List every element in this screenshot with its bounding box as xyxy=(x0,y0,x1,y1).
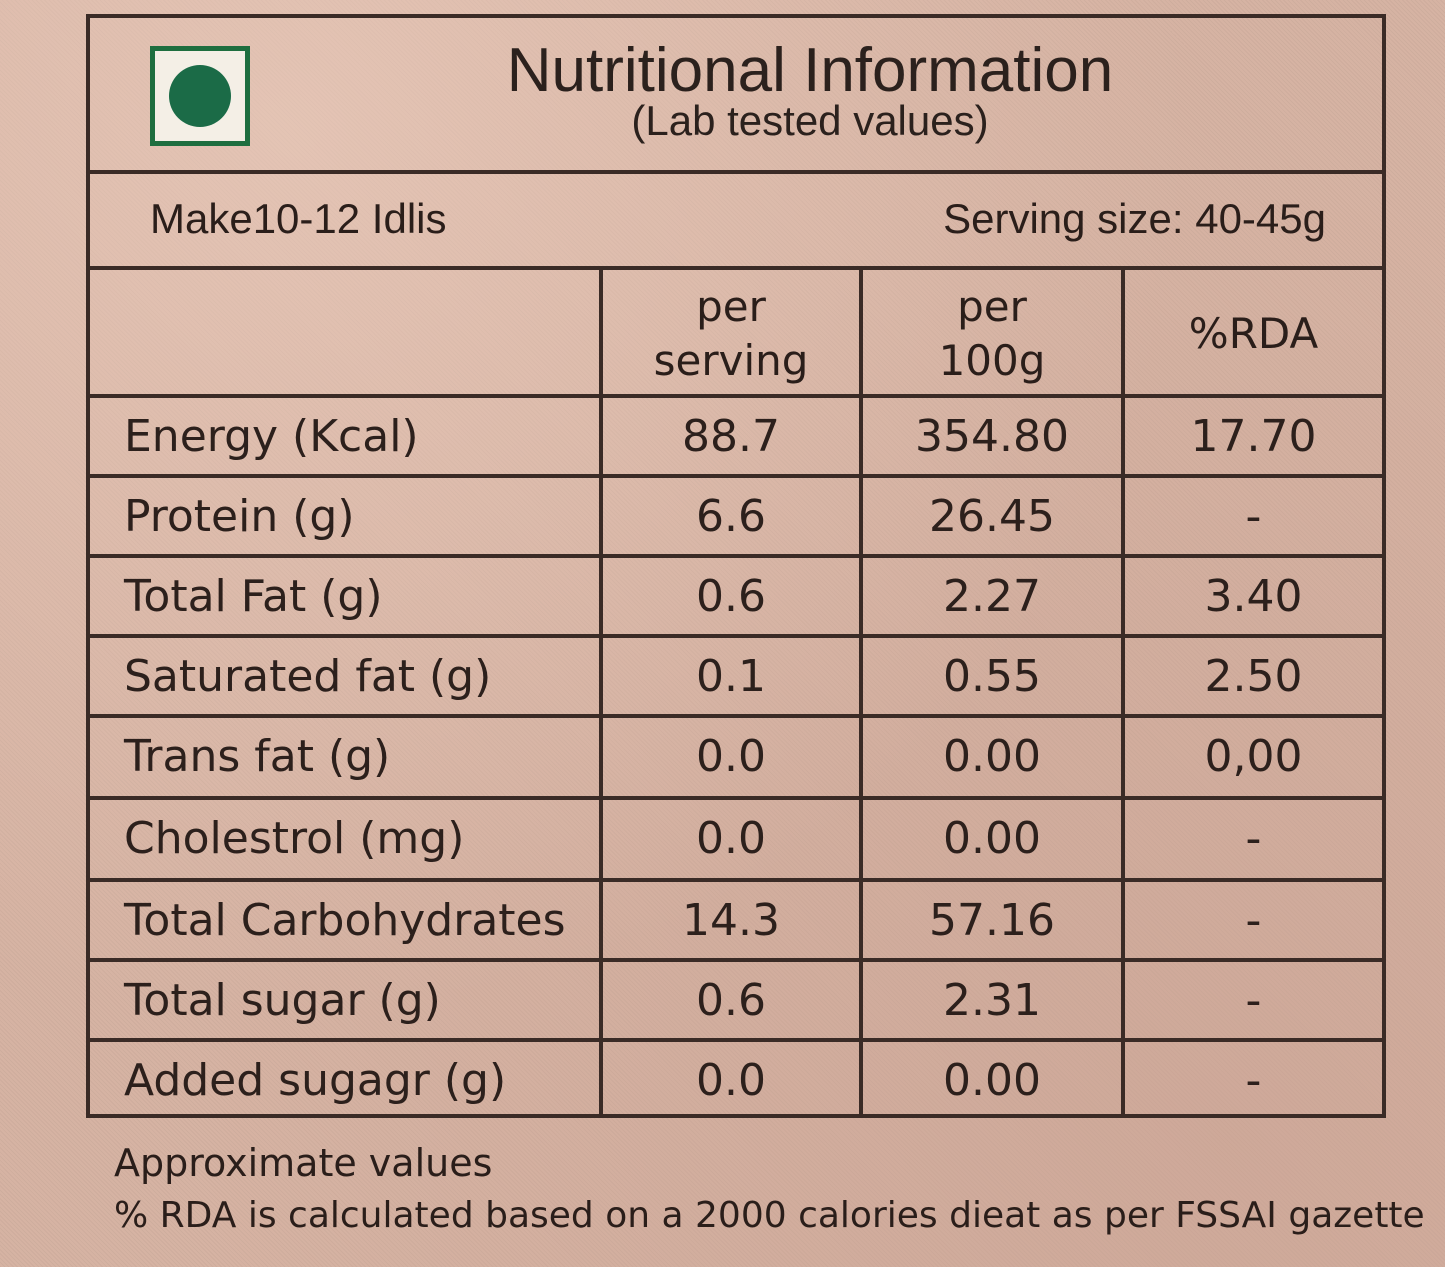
nutrition-table: Nutritional Information (Lab tested valu… xyxy=(86,14,1386,1118)
divider xyxy=(90,394,1382,398)
per-100g-value: 0.00 xyxy=(943,1055,1041,1106)
rda-value: 2.50 xyxy=(1204,651,1303,702)
column-header-per-serving: per serving xyxy=(653,282,809,385)
approximate-values-note: Approximate values xyxy=(114,1141,493,1185)
veg-mark-icon xyxy=(150,46,250,146)
column-divider xyxy=(859,270,863,1118)
column-divider xyxy=(1121,270,1125,1118)
table-row: Protein (g) 6.6 26.45 - xyxy=(90,478,1382,556)
per-serving-value: 14.3 xyxy=(682,895,780,946)
rda-value: - xyxy=(1245,1055,1262,1106)
per-serving-value: 0.1 xyxy=(696,651,766,702)
per-serving-value: 6.6 xyxy=(696,491,766,542)
table-subtitle: (Lab tested values) xyxy=(631,97,989,144)
nutrient-label: Added sugagr (g) xyxy=(124,1055,507,1106)
per-serving-value: 0.6 xyxy=(696,571,766,622)
divider xyxy=(90,796,1382,800)
table-row: Total Carbohydrates 14.3 57.16 - xyxy=(90,882,1382,960)
divider xyxy=(90,958,1382,962)
column-divider xyxy=(599,270,603,1118)
table-row: Cholestrol (mg) 0.0 0.00 - xyxy=(90,800,1382,878)
nutrient-label: Trans fat (g) xyxy=(124,731,391,782)
table-row: Saturated fat (g) 0.1 0.55 2.50 xyxy=(90,638,1382,716)
nutrient-label: Cholestrol (mg) xyxy=(124,813,465,864)
column-header-rda: %RDA xyxy=(1188,309,1319,358)
nutrient-label: Energy (Kcal) xyxy=(124,411,419,462)
divider xyxy=(90,878,1382,882)
nutrient-label: Saturated fat (g) xyxy=(124,651,492,702)
rda-value: - xyxy=(1245,895,1262,946)
serving-size-text: Serving size: 40-45g xyxy=(943,195,1326,242)
per-100g-value: 26.45 xyxy=(929,491,1055,542)
divider xyxy=(90,170,1382,174)
column-header-per-100g: per 100g xyxy=(938,282,1046,385)
divider xyxy=(90,1038,1382,1042)
yield-text: Make10-12 Idlis xyxy=(150,195,447,242)
rda-value: - xyxy=(1245,813,1262,864)
divider xyxy=(90,554,1382,558)
nutrient-label: Total Carbohydrates xyxy=(124,895,566,946)
divider xyxy=(90,474,1382,478)
divider xyxy=(90,634,1382,638)
per-100g-value: 0.00 xyxy=(943,813,1041,864)
per-serving-value: 0.0 xyxy=(696,731,766,782)
per-100g-value: 0.55 xyxy=(943,651,1041,702)
rda-footnote: % RDA is calculated based on a 2000 calo… xyxy=(114,1195,1425,1236)
per-100g-value: 0.00 xyxy=(943,731,1041,782)
table-row: Energy (Kcal) 88.7 354.80 17.70 xyxy=(90,398,1382,476)
per-100g-value: 57.16 xyxy=(929,895,1055,946)
nutrient-label: Total sugar (g) xyxy=(124,975,441,1026)
table-row: Total Fat (g) 0.6 2.27 3.40 xyxy=(90,558,1382,636)
per-serving-value: 0.0 xyxy=(696,1055,766,1106)
per-serving-value: 0.0 xyxy=(696,813,766,864)
rda-value: 3.40 xyxy=(1204,571,1303,622)
rda-value: 17.70 xyxy=(1190,411,1317,462)
per-100g-value: 2.27 xyxy=(943,571,1041,622)
rda-value: - xyxy=(1245,491,1262,542)
rda-value: 0,00 xyxy=(1204,731,1303,782)
per-100g-value: 2.31 xyxy=(943,975,1041,1026)
per-serving-value: 88.7 xyxy=(682,411,780,462)
nutrient-label: Total Fat (g) xyxy=(124,571,383,622)
divider xyxy=(90,714,1382,718)
per-serving-value: 0.6 xyxy=(696,975,766,1026)
table-row: Total sugar (g) 0.6 2.31 - xyxy=(90,962,1382,1040)
divider xyxy=(90,266,1382,270)
table-row: Added sugagr (g) 0.0 0.00 - xyxy=(90,1042,1382,1120)
table-title: Nutritional Information xyxy=(506,36,1114,105)
per-100g-value: 354.80 xyxy=(915,411,1069,462)
table-row: Trans fat (g) 0.0 0.00 0,00 xyxy=(90,718,1382,796)
rda-value: - xyxy=(1245,975,1262,1026)
nutrient-label: Protein (g) xyxy=(124,491,355,542)
